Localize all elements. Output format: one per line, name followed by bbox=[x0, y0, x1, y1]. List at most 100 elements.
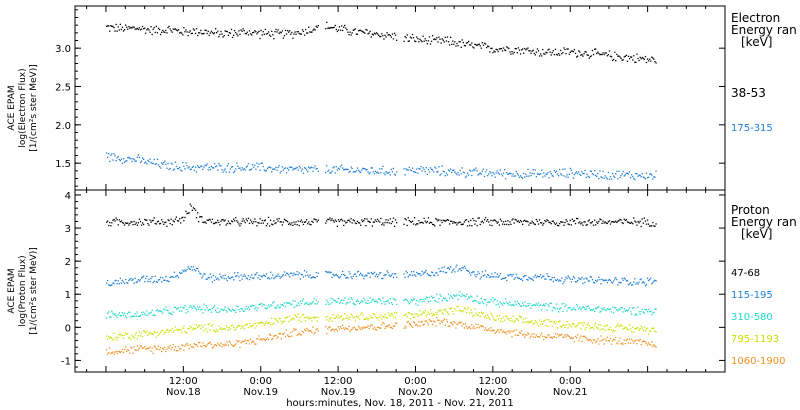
data-point bbox=[315, 316, 317, 318]
data-point bbox=[278, 307, 280, 309]
data-point bbox=[429, 300, 432, 302]
data-point bbox=[530, 278, 532, 280]
data-point bbox=[201, 165, 203, 167]
data-point bbox=[179, 218, 181, 220]
data-point bbox=[560, 221, 562, 223]
data-point bbox=[144, 162, 146, 164]
data-point bbox=[470, 219, 472, 221]
data-point bbox=[508, 275, 510, 277]
data-point bbox=[135, 315, 137, 317]
data-point bbox=[538, 304, 541, 307]
data-point bbox=[355, 33, 358, 35]
data-point bbox=[390, 327, 392, 329]
data-point bbox=[181, 331, 183, 334]
data-point bbox=[206, 331, 208, 333]
data-point bbox=[312, 221, 314, 223]
data-point bbox=[498, 314, 500, 317]
data-point bbox=[108, 352, 110, 354]
data-point bbox=[243, 340, 245, 343]
data-point bbox=[138, 218, 141, 220]
x-tick-time: 0:00 bbox=[249, 376, 271, 387]
data-point bbox=[274, 317, 276, 320]
data-point bbox=[459, 291, 461, 293]
data-point bbox=[203, 166, 205, 168]
data-point bbox=[278, 32, 280, 34]
data-point bbox=[603, 222, 605, 224]
data-point bbox=[584, 336, 586, 338]
data-point bbox=[508, 318, 510, 320]
data-point bbox=[627, 55, 630, 57]
data-point bbox=[577, 172, 579, 175]
data-point bbox=[183, 349, 185, 351]
data-point bbox=[361, 274, 363, 276]
data-point bbox=[174, 306, 177, 309]
data-point bbox=[140, 224, 143, 226]
data-point bbox=[495, 319, 497, 321]
data-point bbox=[277, 166, 279, 169]
data-point bbox=[461, 39, 463, 41]
data-point bbox=[547, 220, 549, 222]
data-point bbox=[592, 281, 595, 284]
data-point bbox=[140, 277, 143, 279]
data-point bbox=[481, 313, 483, 315]
data-point bbox=[122, 158, 125, 160]
data-point bbox=[536, 48, 539, 50]
data-point bbox=[231, 36, 234, 39]
x-tick-time: 0:00 bbox=[404, 376, 426, 387]
data-point bbox=[446, 267, 449, 269]
data-point bbox=[192, 207, 195, 209]
data-point bbox=[334, 317, 336, 320]
data-point bbox=[384, 174, 386, 176]
data-point bbox=[275, 319, 277, 321]
data-point bbox=[221, 219, 223, 221]
data-point bbox=[443, 318, 445, 320]
data-point bbox=[371, 317, 373, 319]
data-point bbox=[225, 224, 227, 226]
data-point bbox=[433, 171, 435, 173]
data-point bbox=[386, 325, 388, 328]
data-point bbox=[210, 343, 213, 345]
data-point bbox=[655, 170, 657, 172]
data-point bbox=[114, 338, 116, 340]
data-point bbox=[136, 224, 138, 226]
data-point bbox=[150, 277, 152, 280]
data-point bbox=[586, 173, 588, 175]
data-point bbox=[562, 168, 564, 170]
data-point bbox=[182, 216, 184, 218]
data-point bbox=[577, 218, 579, 220]
data-point bbox=[625, 339, 627, 341]
data-point bbox=[456, 173, 458, 176]
data-point bbox=[508, 330, 510, 332]
data-point bbox=[206, 344, 208, 346]
data-point bbox=[344, 274, 346, 277]
data-point bbox=[436, 313, 438, 315]
data-point bbox=[220, 327, 222, 329]
data-point bbox=[652, 57, 654, 59]
data-point bbox=[259, 169, 261, 171]
data-point bbox=[647, 333, 650, 335]
data-point bbox=[181, 32, 183, 34]
data-point bbox=[354, 28, 356, 30]
data-point bbox=[197, 268, 199, 270]
data-point bbox=[385, 325, 387, 328]
data-point bbox=[310, 224, 312, 226]
data-point bbox=[383, 322, 385, 324]
data-point bbox=[132, 224, 134, 226]
data-point bbox=[301, 274, 304, 276]
data-point bbox=[410, 299, 413, 301]
data-point bbox=[173, 28, 175, 30]
data-point bbox=[195, 344, 198, 346]
data-point bbox=[183, 220, 185, 222]
data-point bbox=[209, 329, 211, 331]
data-point bbox=[150, 26, 152, 28]
data-point bbox=[212, 167, 215, 169]
data-point bbox=[211, 307, 214, 310]
data-point bbox=[135, 28, 137, 30]
data-point bbox=[476, 326, 478, 329]
data-point bbox=[641, 56, 643, 59]
data-point bbox=[425, 167, 427, 169]
data-point bbox=[357, 315, 360, 317]
data-point bbox=[141, 336, 144, 338]
data-point bbox=[471, 225, 473, 227]
y-tick-label: 0 bbox=[65, 323, 71, 334]
